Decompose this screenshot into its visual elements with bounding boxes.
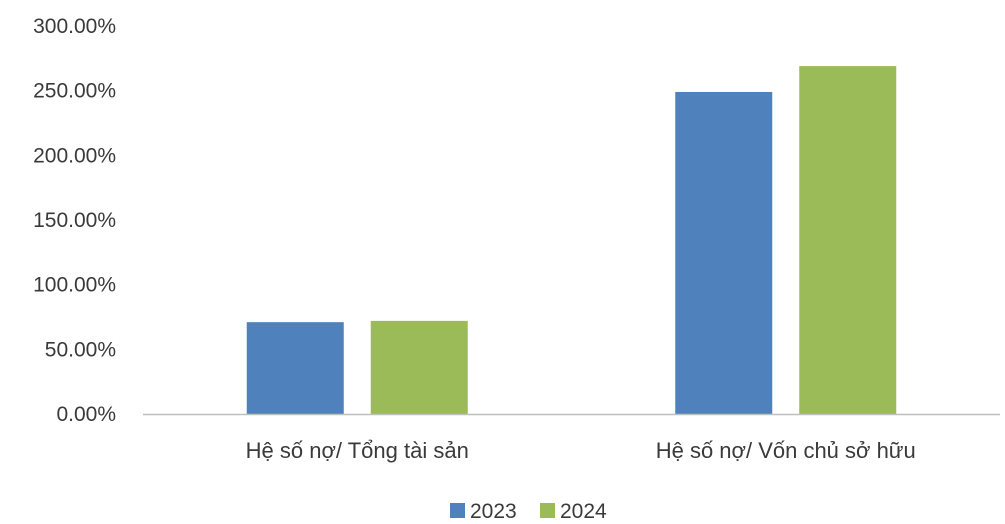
bar-2024-1 xyxy=(799,66,897,415)
bar-2023-1 xyxy=(675,91,773,415)
y-tick-label: 100.00% xyxy=(33,274,116,297)
category-label: Hệ số nợ/ Tổng tài sản xyxy=(246,438,469,463)
y-tick-label: 300.00% xyxy=(33,15,116,38)
y-tick-label: 200.00% xyxy=(33,144,116,167)
y-tick-label: 50.00% xyxy=(45,338,116,361)
y-tick-label: 250.00% xyxy=(33,80,116,103)
legend-swatch-2023 xyxy=(450,503,465,518)
bars xyxy=(246,66,897,415)
category-labels: Hệ số nợ/ Tổng tài sản Hệ số nợ/ Vốn chủ … xyxy=(246,438,916,463)
category-label: Hệ số nợ/ Vốn chủ sở hữu xyxy=(656,438,916,463)
legend-swatch-2024 xyxy=(540,503,555,518)
y-tick-label: 150.00% xyxy=(33,209,116,232)
bar-2023-0 xyxy=(246,322,344,414)
y-axis-ticks: 0.00% 50.00% 100.00% 150.00% 200.00% 250.00% 3… xyxy=(33,15,116,426)
legend-label: 2024 xyxy=(560,500,607,523)
y-tick-label: 0.00% xyxy=(56,403,116,426)
legend: 2023 2024 xyxy=(450,500,607,523)
bar-2024-0 xyxy=(370,320,468,414)
legend-label: 2023 xyxy=(470,500,517,523)
